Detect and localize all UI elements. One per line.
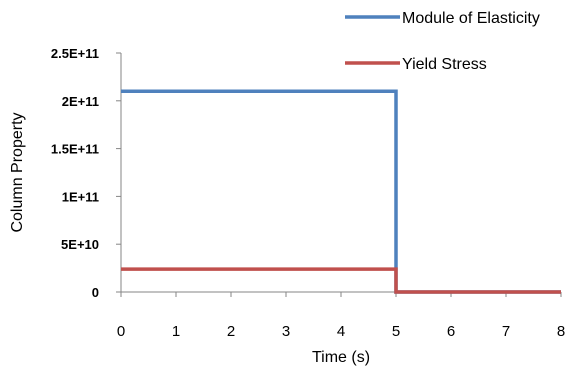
series-line-yield-stress [121,267,561,294]
x-tick-label: 4 [337,323,345,340]
y-tick-label: 0 [92,285,99,300]
legend-label-yield-stress: Yield Stress [402,56,487,73]
y-tick-label: 2E+11 [62,94,99,109]
y-tick-label: 5E+10 [61,237,99,252]
x-tick-label: 7 [502,323,510,340]
x-tick-label: 2 [227,323,235,340]
series-line-module-of-elasticity [121,89,561,294]
y-axis-title: Column Property [9,112,26,232]
x-tick-label: 6 [447,323,455,340]
legend-label-module-of-elasticity: Module of Elasticity [402,10,540,27]
x-axis-title: Time (s) [312,349,370,366]
x-tick-label: 5 [392,323,400,340]
y-tick-label: 1E+11 [62,189,99,204]
x-tick-label: 1 [172,323,180,340]
x-tick-label: 8 [557,323,565,340]
y-tick-label: 1.5E+11 [51,142,99,157]
x-tick-label: 0 [117,323,125,340]
x-tick-label: 3 [282,323,290,340]
y-tick-label: 2.5E+11 [51,46,99,61]
